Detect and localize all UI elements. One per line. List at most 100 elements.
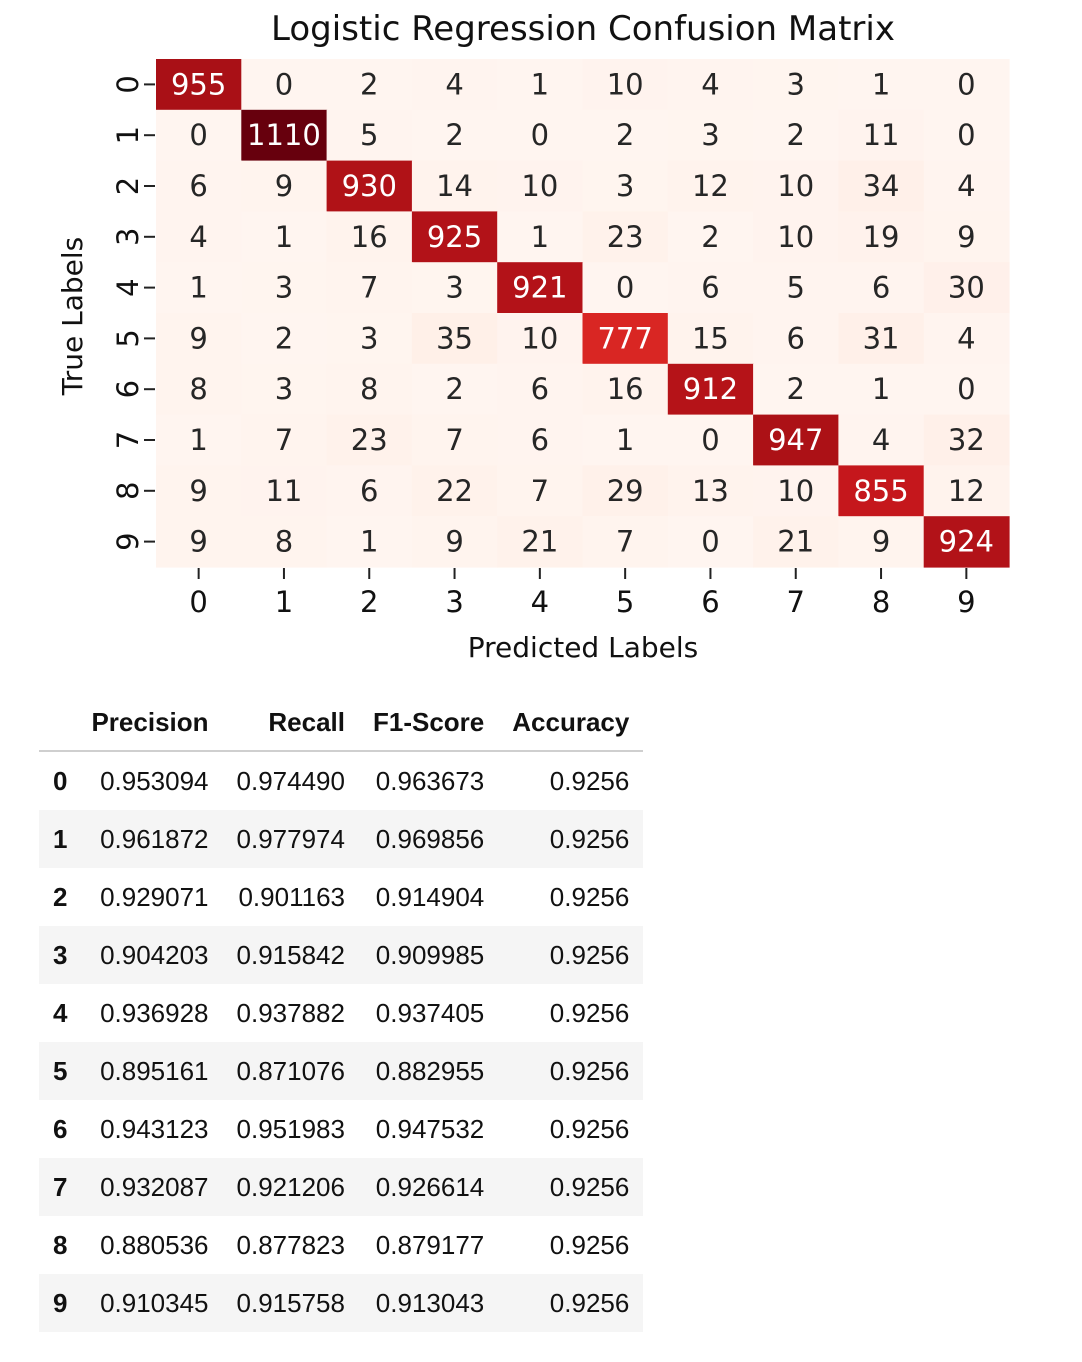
heatmap-cell (582, 516, 669, 568)
heatmap-cell (923, 516, 1010, 568)
heatmap-cell (326, 465, 413, 517)
confusion-matrix-heatmap: Logistic Regression Confusion Matrix 955… (56, 9, 1010, 664)
heatmap-cell-label: 5 (360, 118, 378, 152)
heatmap-cell-label: 10 (521, 169, 558, 203)
x-tick-label: 2 (360, 585, 378, 619)
heatmap-cell-label: 4 (189, 220, 207, 254)
table-cell: 0.977974 (222, 810, 359, 868)
table-cell: 0.871076 (222, 1042, 359, 1100)
table-row: 1 0.961872 0.977974 0.969856 0.9256 (39, 810, 644, 868)
heatmap-cell-label: 19 (863, 220, 900, 254)
heatmap-cell (753, 313, 839, 365)
y-tick-label: 3 (111, 228, 145, 246)
heatmap-cell-label: 925 (427, 220, 482, 254)
heatmap-cell-label: 6 (360, 474, 378, 508)
heatmap-cell (241, 211, 328, 263)
heatmap-cell (838, 516, 925, 568)
column-header-precision: Precision (77, 694, 223, 752)
heatmap-cell (411, 211, 498, 263)
heatmap-cell-label: 6 (701, 271, 719, 305)
heatmap-cell-label: 8 (275, 525, 293, 559)
heatmap-cell (667, 414, 754, 466)
heatmap-cell (923, 211, 1010, 263)
column-header-recall: Recall (222, 694, 359, 752)
heatmap-cell (582, 414, 669, 466)
table-cell: 0.895161 (77, 1042, 223, 1100)
y-tick-label: 0 (111, 75, 145, 93)
row-index: 8 (53, 1229, 68, 1260)
heatmap-cell-label: 947 (768, 423, 823, 457)
heatmap-cell (241, 160, 328, 212)
heatmap-cell-label: 4 (957, 169, 975, 203)
heatmap-cell (753, 363, 839, 416)
heatmap-cell (582, 211, 669, 263)
heatmap-cell-label: 3 (275, 372, 293, 406)
heatmap-cell (156, 313, 242, 365)
table-row: 0 0.953094 0.974490 0.963673 0.9256 (39, 751, 643, 810)
heatmap-cell (923, 59, 1010, 111)
heatmap-cell (753, 414, 839, 466)
heatmap-cell (838, 211, 925, 263)
heatmap-cell (667, 363, 754, 416)
table-cell: 0.937882 (236, 997, 345, 1028)
heatmap-cell-label: 6 (189, 169, 207, 203)
heatmap-cell (838, 313, 925, 365)
heatmap-cell-label: 912 (683, 372, 738, 406)
heatmap-cell-label: 9 (872, 525, 890, 559)
heatmap-cell-label: 11 (863, 118, 900, 152)
x-tick-label: 0 (189, 585, 207, 619)
heatmap-cell (411, 414, 498, 466)
table-cell: 0.9256 (498, 1274, 644, 1332)
heatmap-cell (497, 160, 584, 212)
table-cell: 0.926614 (358, 1158, 499, 1216)
heatmap-cell (497, 313, 584, 365)
y-axis-label: True Labels (56, 237, 89, 397)
heatmap-cell-label: 921 (512, 271, 567, 305)
heatmap-cell-label: 6 (531, 423, 549, 457)
y-axis-ticks: 0 1 2 3 4 5 6 7 8 9 (111, 75, 155, 551)
table-cell: 0.943123 (100, 1113, 209, 1144)
table-cell: 0.915842 (222, 926, 359, 984)
heatmap-cell-label: 10 (777, 474, 814, 508)
table-cell: 0.951983 (236, 1113, 345, 1144)
heatmap-cell (497, 109, 584, 162)
table-cell: 0.932087 (77, 1158, 223, 1216)
column-header-accuracy: Accuracy (498, 694, 644, 752)
heatmap-cell (241, 516, 328, 568)
heatmap-cell-label: 1 (275, 220, 293, 254)
heatmap-cell-label: 4 (957, 321, 975, 355)
y-tick-label: 1 (111, 126, 145, 144)
heatmap-cell-label: 7 (531, 474, 549, 508)
heatmap-cell-label: 0 (189, 118, 207, 152)
heatmap-cell-label: 2 (360, 67, 378, 101)
heatmap-cell-label: 5 (787, 271, 805, 305)
x-tick-label: 5 (616, 585, 634, 619)
metrics-table: Precision Recall F1-Score Accuracy 0 0.95… (39, 694, 644, 1332)
metrics-table-container: Precision Recall F1-Score Accuracy 0 0.95… (39, 694, 644, 1332)
x-tick-label: 8 (872, 585, 890, 619)
heatmap-cell (497, 465, 584, 517)
heatmap-cell-label: 1 (189, 271, 207, 305)
heatmap-cell-label: 7 (360, 271, 378, 305)
heatmap-cell (838, 59, 925, 111)
heatmap-cell (411, 59, 498, 111)
heatmap-cell (753, 160, 839, 212)
heatmap-cell-label: 16 (607, 372, 644, 406)
heatmap-cell (326, 313, 413, 365)
heatmap-cell (753, 109, 839, 162)
heatmap-cell-label: 1 (872, 372, 890, 406)
y-tick-label: 9 (111, 532, 145, 550)
heatmap-cell (753, 465, 839, 517)
heatmap-cell (326, 262, 413, 314)
heatmap-cell-label: 9 (189, 474, 207, 508)
heatmap-cell-label: 31 (863, 321, 900, 355)
heatmap-cell-label: 21 (521, 525, 558, 559)
table-cell: 0.9256 (498, 1042, 644, 1100)
table-cell: 0.9256 (498, 1158, 644, 1216)
table-cell: 0.969856 (358, 810, 499, 868)
heatmap-cell-label: 6 (531, 372, 549, 406)
x-tick-label: 9 (957, 585, 975, 619)
heatmap-cell (156, 160, 242, 212)
heatmap-cell (497, 516, 584, 568)
metrics-table-body: 0 0.953094 0.974490 0.963673 0.9256 1 0.961872… (39, 751, 644, 1332)
